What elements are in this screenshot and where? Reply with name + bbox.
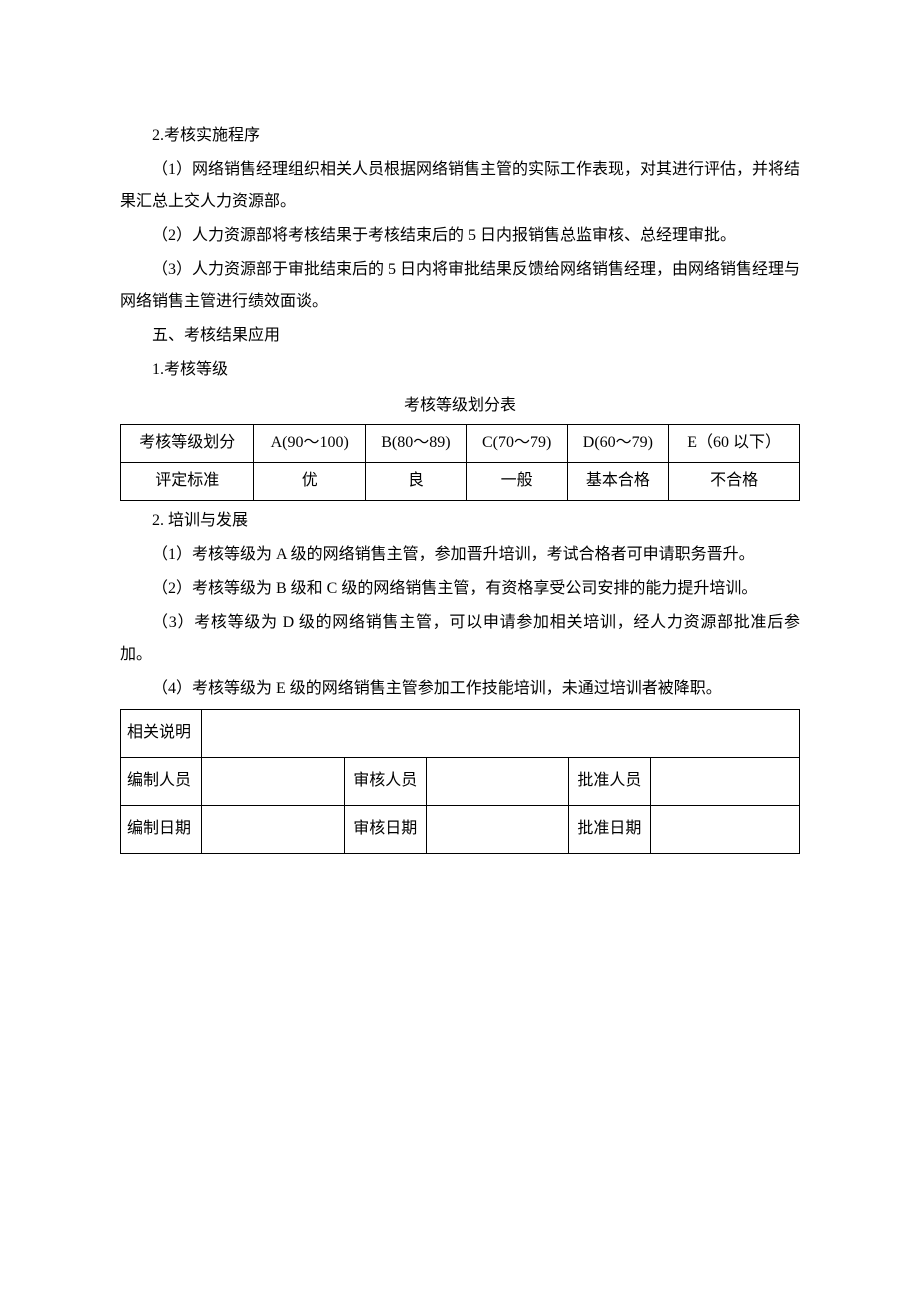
section-procedure-title: 2.考核实施程序	[120, 120, 800, 152]
grade-table: 考核等级划分 A(90～100) B(80～89) C(70～79) D(60～…	[120, 424, 800, 501]
grade-header-4: D(60～79)	[567, 425, 669, 463]
prepared-date-value	[202, 805, 345, 853]
grade-header-3: C(70～79)	[466, 425, 567, 463]
signature-table: 相关说明 编制人员 审核人员 批准人员 编制日期 审核日期 批准日期	[120, 709, 800, 854]
grade-table-title: 考核等级划分表	[120, 390, 800, 422]
procedure-item-1: （1）网络销售经理组织相关人员根据网络销售主管的实际工作表现，对其进行评估，并将…	[120, 154, 800, 218]
grade-header-0: 考核等级划分	[121, 425, 254, 463]
prepared-date-label: 编制日期	[121, 805, 202, 853]
signature-row-date: 编制日期 审核日期 批准日期	[121, 805, 800, 853]
procedure-item-3: （3）人力资源部于审批结束后的 5 日内将审批结果反馈给网络销售经理，由网络销售…	[120, 254, 800, 318]
approved-by-value	[650, 757, 799, 805]
procedure-item-2: （2）人力资源部将考核结果于考核结束后的 5 日内报销售总监审核、总经理审批。	[120, 220, 800, 252]
grade-value-4: 不合格	[669, 462, 800, 500]
training-item-1: （1）考核等级为 A 级的网络销售主管，参加晋升培训，考试合格者可申请职务晋升。	[120, 539, 800, 571]
grade-value-0: 优	[254, 462, 366, 500]
signature-row-note: 相关说明	[121, 709, 800, 757]
grade-table-header-row: 考核等级划分 A(90～100) B(80～89) C(70～79) D(60～…	[121, 425, 800, 463]
grade-row-label: 评定标准	[121, 462, 254, 500]
reviewed-date-value	[426, 805, 569, 853]
signature-row-person: 编制人员 审核人员 批准人员	[121, 757, 800, 805]
prepared-by-value	[202, 757, 345, 805]
reviewed-by-label: 审核人员	[345, 757, 426, 805]
grade-header-1: A(90～100)	[254, 425, 366, 463]
grade-value-3: 基本合格	[567, 462, 669, 500]
grade-table-value-row: 评定标准 优 良 一般 基本合格 不合格	[121, 462, 800, 500]
section-grade-title: 1.考核等级	[120, 354, 800, 386]
reviewed-by-value	[426, 757, 569, 805]
approved-by-label: 批准人员	[569, 757, 650, 805]
reviewed-date-label: 审核日期	[345, 805, 426, 853]
training-item-2: （2）考核等级为 B 级和 C 级的网络销售主管，有资格享受公司安排的能力提升培…	[120, 573, 800, 605]
training-item-4: （4）考核等级为 E 级的网络销售主管参加工作技能培训，未通过培训者被降职。	[120, 673, 800, 705]
prepared-by-label: 编制人员	[121, 757, 202, 805]
training-item-3: （3）考核等级为 D 级的网络销售主管，可以申请参加相关培训，经人力资源部批准后…	[120, 607, 800, 671]
grade-header-5: E（60 以下）	[669, 425, 800, 463]
grade-header-2: B(80～89)	[366, 425, 467, 463]
grade-value-2: 一般	[466, 462, 567, 500]
approved-date-value	[650, 805, 799, 853]
section-training-title: 2. 培训与发展	[120, 505, 800, 537]
note-label: 相关说明	[121, 709, 202, 757]
approved-date-label: 批准日期	[569, 805, 650, 853]
section-result-title: 五、考核结果应用	[120, 320, 800, 352]
grade-value-1: 良	[366, 462, 467, 500]
note-value	[202, 709, 800, 757]
